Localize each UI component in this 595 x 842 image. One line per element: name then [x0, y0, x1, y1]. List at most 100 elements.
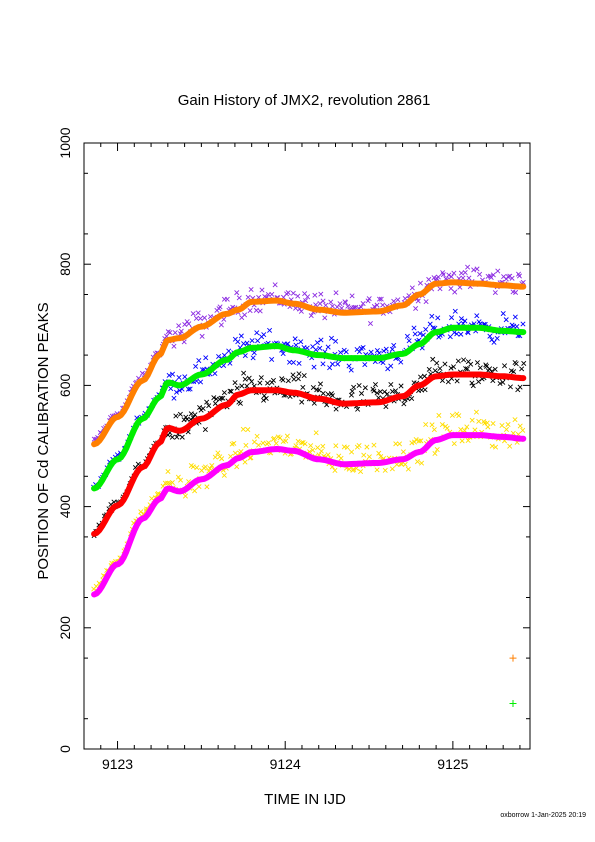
scatter-point [358, 469, 364, 475]
scatter-point [314, 340, 320, 346]
scatter-point [487, 333, 493, 339]
y-tick-label: 1000 [57, 127, 73, 158]
scatter-point [412, 331, 418, 337]
y-tick-label: 600 [57, 374, 73, 398]
scatter-point [204, 484, 210, 490]
scatter-point [474, 313, 480, 319]
scatter-point [364, 444, 370, 450]
scatter-point [505, 421, 511, 428]
scatter-point [270, 377, 276, 383]
scatter-point [448, 285, 454, 291]
scatter-point [456, 413, 462, 419]
scatter-point [400, 449, 406, 455]
scatter-point [353, 304, 359, 310]
scatter-point [500, 311, 506, 317]
scatter-point [371, 388, 377, 394]
scatter-point [393, 388, 399, 394]
chart-title: Gain History of JMX2, revolution 2861 [178, 92, 431, 109]
scatter-point [199, 333, 205, 339]
scatter-point [348, 392, 354, 398]
scatter-point [333, 406, 339, 412]
scatter-point [212, 370, 218, 377]
scatter-point [257, 380, 263, 386]
scatter-point [337, 301, 343, 307]
scatter-point [333, 338, 339, 344]
scatter-point [383, 346, 389, 352]
scatter-point [477, 271, 483, 277]
scatter-point [316, 387, 322, 393]
scatter-point [516, 273, 522, 279]
scatter-point [465, 437, 471, 443]
scatter-point [172, 330, 178, 336]
scatter-point [465, 330, 471, 336]
scatter-point [374, 390, 380, 396]
scatter-point [298, 339, 304, 345]
scatter-point [177, 411, 183, 417]
scatter-point [219, 456, 225, 462]
scatter-point [235, 339, 241, 345]
scatter-point [492, 366, 498, 372]
scatter-point [343, 349, 349, 355]
scatter-point [490, 272, 496, 278]
scatter-point [361, 452, 367, 458]
fit-curve [91, 324, 527, 492]
scatter-point [432, 450, 438, 456]
scatter-point [195, 310, 201, 316]
scatter-point [250, 355, 256, 361]
scatter-point [202, 427, 208, 433]
scatter-point [514, 323, 520, 329]
scatter-point [471, 267, 477, 273]
scatter-point [444, 425, 450, 431]
scatter-point [238, 449, 244, 455]
scatter-point [220, 395, 226, 401]
scatter-point [391, 342, 397, 348]
scatter-point [452, 289, 458, 295]
scatter-point [427, 321, 433, 327]
scatter-point [384, 391, 390, 397]
y-axis-label: POSITION OF Cd CALIBRATION PEAKS [35, 302, 52, 579]
scatter-point [290, 372, 296, 378]
scatter-point [473, 409, 479, 415]
scatter-point [439, 378, 445, 384]
scatter-point [169, 480, 175, 486]
scatter-point [317, 345, 323, 351]
scatter-point [358, 390, 365, 396]
x-tick-label: 9123 [102, 756, 133, 772]
scatter-point [519, 366, 525, 372]
scatter-point [260, 440, 266, 446]
scatter-point [293, 443, 299, 449]
scatter-point [351, 384, 357, 390]
y-tick-label: 0 [57, 745, 73, 753]
scatter-point [333, 443, 339, 449]
scatter-point [201, 315, 208, 321]
scatter-point [451, 270, 457, 276]
footer-timestamp: oxborrow 1-Jan-2025 20:19 [500, 812, 586, 819]
scatter-point [520, 427, 526, 433]
scatter-point [346, 466, 352, 472]
scatter-point [376, 350, 382, 356]
scatter-point [186, 321, 192, 327]
scatter-point [218, 395, 224, 401]
scatter-point [231, 440, 237, 446]
scatter-point [517, 384, 523, 390]
scatter-point [459, 438, 465, 444]
scatter-point [317, 381, 323, 387]
scatter-point [388, 363, 394, 369]
scatter-point [332, 467, 338, 473]
fit-curve [91, 279, 527, 448]
scatter-point [455, 358, 461, 364]
scatter-point [167, 330, 173, 336]
scatter-point [202, 464, 208, 470]
scatter-point [419, 460, 425, 466]
scatter-point [290, 290, 296, 296]
scatter-point [497, 380, 503, 387]
scatter-point [413, 437, 419, 443]
scatter-point [454, 378, 460, 384]
scatter-point [284, 433, 290, 439]
scatter-point [449, 412, 455, 418]
scatter-point [382, 389, 388, 395]
scatter-point [173, 413, 179, 419]
scatter-point [484, 420, 490, 426]
scatter-point [192, 412, 198, 418]
scatter-point [194, 465, 200, 471]
